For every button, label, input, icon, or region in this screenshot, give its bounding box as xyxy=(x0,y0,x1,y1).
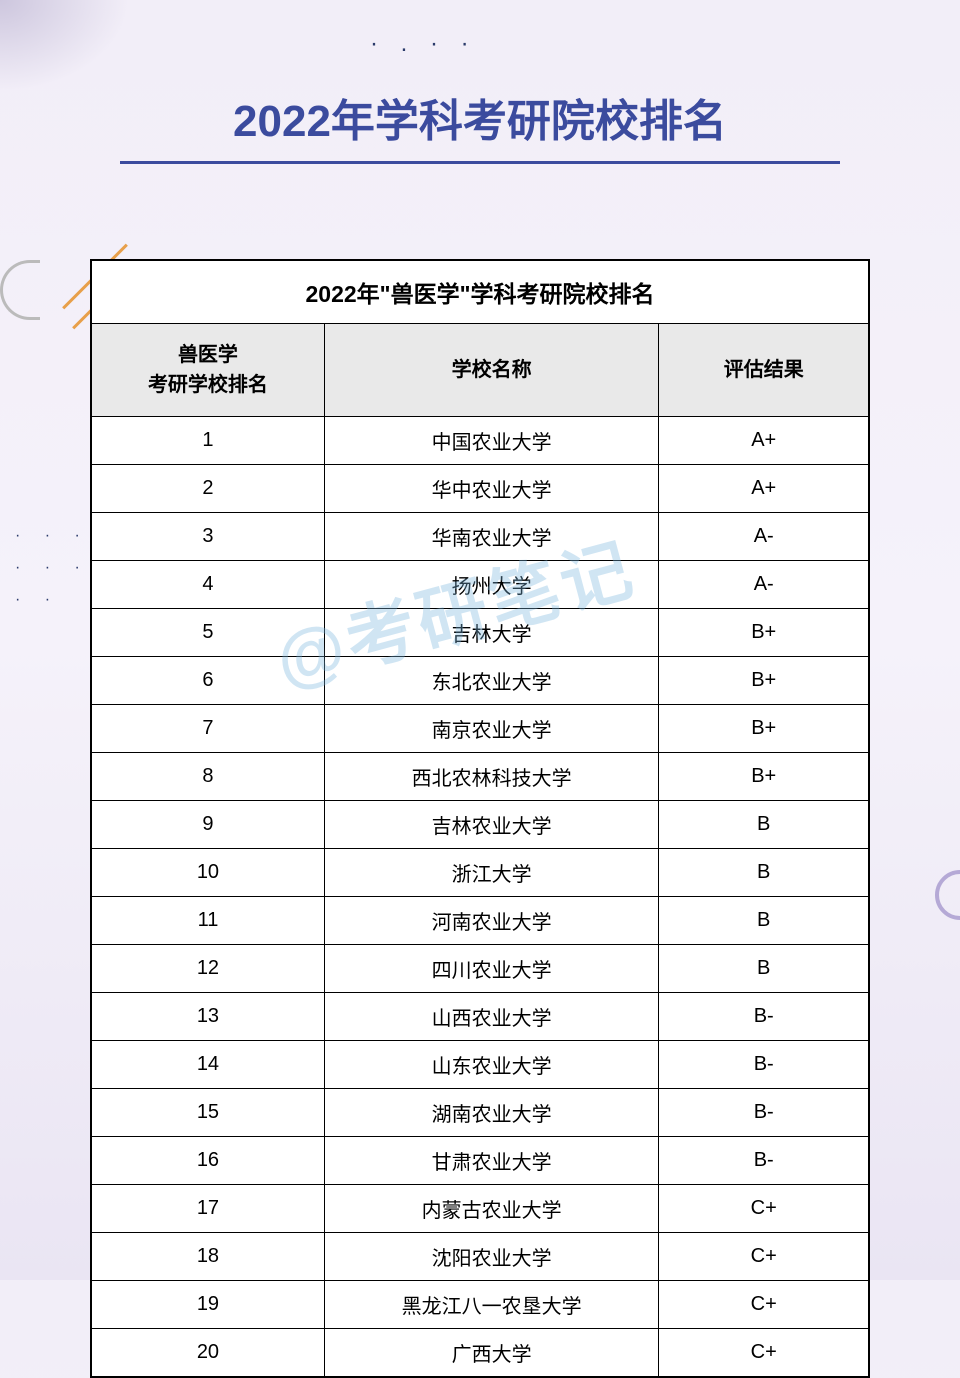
cell-name: 中国农业大学 xyxy=(324,417,659,465)
cell-name: 广西大学 xyxy=(324,1329,659,1378)
cell-rank: 20 xyxy=(91,1329,324,1378)
cell-name: 浙江大学 xyxy=(324,849,659,897)
table-title: 2022年"兽医学"学科考研院校排名 xyxy=(91,260,869,324)
table-row: 15湖南农业大学B- xyxy=(91,1089,869,1137)
cell-name: 山东农业大学 xyxy=(324,1041,659,1089)
cell-name: 山西农业大学 xyxy=(324,993,659,1041)
cell-name: 黑龙江八一农垦大学 xyxy=(324,1281,659,1329)
cell-rank: 18 xyxy=(91,1233,324,1281)
cell-name: 华中农业大学 xyxy=(324,465,659,513)
corner-smudge-decoration xyxy=(0,0,140,100)
table-title-row: 2022年"兽医学"学科考研院校排名 xyxy=(91,260,869,324)
cell-name: 吉林大学 xyxy=(324,609,659,657)
cell-eval: A- xyxy=(659,513,869,561)
cell-name: 内蒙古农业大学 xyxy=(324,1185,659,1233)
cell-name: 甘肃农业大学 xyxy=(324,1137,659,1185)
table-row: 12四川农业大学B xyxy=(91,945,869,993)
cell-rank: 8 xyxy=(91,753,324,801)
cell-name: 西北农林科技大学 xyxy=(324,753,659,801)
cell-eval: A+ xyxy=(659,465,869,513)
table-row: 13山西农业大学B- xyxy=(91,993,869,1041)
cell-rank: 12 xyxy=(91,945,324,993)
bracket-decoration xyxy=(0,260,40,320)
cell-name: 南京农业大学 xyxy=(324,705,659,753)
table-header-row: 兽医学 考研学校排名 学校名称 评估结果 xyxy=(91,324,869,417)
cell-rank: 2 xyxy=(91,465,324,513)
table-row: 16甘肃农业大学B- xyxy=(91,1137,869,1185)
cell-eval: B- xyxy=(659,1137,869,1185)
cell-name: 东北农业大学 xyxy=(324,657,659,705)
cell-rank: 3 xyxy=(91,513,324,561)
table-row: 7南京农业大学B+ xyxy=(91,705,869,753)
cell-eval: A- xyxy=(659,561,869,609)
cell-rank: 9 xyxy=(91,801,324,849)
ranking-table-wrapper: @考研笔记 2022年"兽医学"学科考研院校排名 兽医学 考研学校排名 学校名称… xyxy=(90,259,870,1378)
cell-rank: 13 xyxy=(91,993,324,1041)
cell-eval: B xyxy=(659,945,869,993)
cell-eval: A+ xyxy=(659,417,869,465)
cell-name: 四川农业大学 xyxy=(324,945,659,993)
table-row: 17内蒙古农业大学C+ xyxy=(91,1185,869,1233)
table-row: 4扬州大学A- xyxy=(91,561,869,609)
cell-name: 河南农业大学 xyxy=(324,897,659,945)
cell-name: 华南农业大学 xyxy=(324,513,659,561)
cell-name: 扬州大学 xyxy=(324,561,659,609)
table-row: 11河南农业大学B xyxy=(91,897,869,945)
cell-eval: B+ xyxy=(659,753,869,801)
cell-rank: 5 xyxy=(91,609,324,657)
cell-eval: B+ xyxy=(659,705,869,753)
table-row: 20广西大学C+ xyxy=(91,1329,869,1378)
cell-rank: 10 xyxy=(91,849,324,897)
table-row: 3华南农业大学A- xyxy=(91,513,869,561)
cell-eval: C+ xyxy=(659,1329,869,1378)
ranking-table: 2022年"兽医学"学科考研院校排名 兽医学 考研学校排名 学校名称 评估结果 … xyxy=(90,259,870,1378)
cell-rank: 16 xyxy=(91,1137,324,1185)
table-row: 1中国农业大学A+ xyxy=(91,417,869,465)
ring-decoration xyxy=(935,870,960,920)
cell-rank: 17 xyxy=(91,1185,324,1233)
cell-rank: 1 xyxy=(91,417,324,465)
col-header-name: 学校名称 xyxy=(324,324,659,417)
cell-eval: B- xyxy=(659,1041,869,1089)
cell-rank: 11 xyxy=(91,897,324,945)
cell-rank: 14 xyxy=(91,1041,324,1089)
cell-rank: 15 xyxy=(91,1089,324,1137)
page-title: 2022年学科考研院校排名 xyxy=(120,0,840,164)
cell-eval: B- xyxy=(659,1089,869,1137)
table-row: 6东北农业大学B+ xyxy=(91,657,869,705)
cell-eval: B xyxy=(659,801,869,849)
cell-rank: 6 xyxy=(91,657,324,705)
cell-rank: 4 xyxy=(91,561,324,609)
table-row: 14山东农业大学B- xyxy=(91,1041,869,1089)
col-header-eval: 评估结果 xyxy=(659,324,869,417)
cell-name: 吉林农业大学 xyxy=(324,801,659,849)
cell-eval: C+ xyxy=(659,1281,869,1329)
table-row: 5吉林大学B+ xyxy=(91,609,869,657)
cell-rank: 19 xyxy=(91,1281,324,1329)
table-row: 8西北农林科技大学B+ xyxy=(91,753,869,801)
table-row: 2华中农业大学A+ xyxy=(91,465,869,513)
table-row: 9吉林农业大学B xyxy=(91,801,869,849)
cell-eval: B+ xyxy=(659,609,869,657)
table-row: 18沈阳农业大学C+ xyxy=(91,1233,869,1281)
cell-eval: C+ xyxy=(659,1185,869,1233)
cell-eval: B+ xyxy=(659,657,869,705)
table-row: 19黑龙江八一农垦大学C+ xyxy=(91,1281,869,1329)
cell-eval: B- xyxy=(659,993,869,1041)
dots-decoration-top: · . · · xyxy=(370,30,477,58)
cell-name: 湖南农业大学 xyxy=(324,1089,659,1137)
cell-eval: C+ xyxy=(659,1233,869,1281)
table-body: 1中国农业大学A+2华中农业大学A+3华南农业大学A-4扬州大学A-5吉林大学B… xyxy=(91,417,869,1378)
table-row: 10浙江大学B xyxy=(91,849,869,897)
cell-eval: B xyxy=(659,849,869,897)
cell-rank: 7 xyxy=(91,705,324,753)
col-header-rank: 兽医学 考研学校排名 xyxy=(91,324,324,417)
cell-eval: B xyxy=(659,897,869,945)
cell-name: 沈阳农业大学 xyxy=(324,1233,659,1281)
